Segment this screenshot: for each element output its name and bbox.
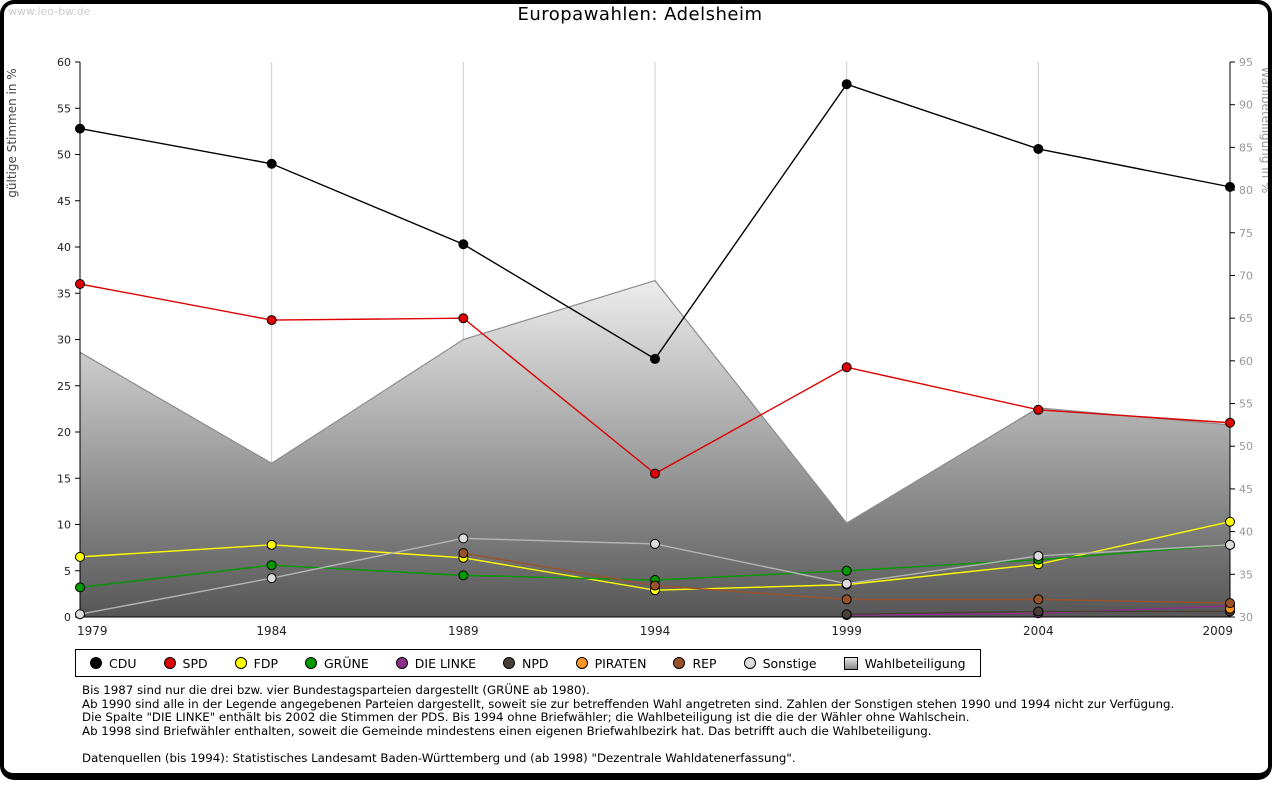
svg-text:35: 35 <box>1239 568 1253 581</box>
legend-item-npd: NPD <box>503 656 549 671</box>
legend-label: PIRATEN <box>594 655 647 671</box>
svg-text:45: 45 <box>57 195 71 208</box>
svg-text:40: 40 <box>57 241 71 254</box>
svg-text:30: 30 <box>1239 611 1253 624</box>
svg-text:0: 0 <box>64 611 71 624</box>
svg-text:50: 50 <box>1239 440 1253 453</box>
series-marker-icon <box>163 657 176 669</box>
svg-text:1984: 1984 <box>256 624 287 638</box>
svg-text:35: 35 <box>57 287 71 300</box>
footnote-line: Ab 1998 sind Briefwähler enthalten, sowe… <box>82 723 932 738</box>
legend-item-grüne: GRÜNE <box>304 655 369 671</box>
svg-text:85: 85 <box>1239 141 1253 154</box>
legend-label: REP <box>692 655 717 671</box>
datasource-line: Datenquellen (bis 1994): Statistisches L… <box>82 751 796 765</box>
series-marker-icon <box>503 657 516 669</box>
legend-item-rep: REP <box>673 655 717 671</box>
series-marker-icon <box>673 657 686 669</box>
legend-item-piraten: PIRATEN <box>575 655 647 671</box>
series-marker-icon <box>304 657 317 669</box>
svg-text:75: 75 <box>1239 227 1253 240</box>
series-marker-icon <box>395 657 408 669</box>
svg-text:65: 65 <box>1239 312 1253 325</box>
svg-text:45: 45 <box>1239 483 1253 496</box>
svg-text:50: 50 <box>57 149 71 162</box>
svg-text:60: 60 <box>57 56 71 69</box>
legend-label: NPD <box>522 655 549 671</box>
svg-text:40: 40 <box>1239 526 1253 539</box>
legend-label: CDU <box>109 655 137 671</box>
legend-item-wahlbeteiligung: Wahlbeteiligung <box>843 655 966 671</box>
legend-label: Wahlbeteiligung <box>864 655 966 671</box>
footnote-line: Die Spalte "DIE LINKE" enthält bis 2002 … <box>82 710 970 724</box>
series-marker-icon <box>575 657 588 669</box>
legend-item-fdp: FDP <box>234 655 278 671</box>
series-marker-icon <box>90 657 102 669</box>
legend-label: DIE LINKE <box>414 655 477 671</box>
svg-text:20: 20 <box>57 426 71 439</box>
svg-text:10: 10 <box>57 519 71 532</box>
svg-text:2004: 2004 <box>1023 624 1054 638</box>
svg-text:1989: 1989 <box>448 624 479 638</box>
svg-text:15: 15 <box>57 472 71 485</box>
footnote-line: Bis 1987 sind nur die drei bzw. vier Bun… <box>82 683 590 697</box>
svg-text:60: 60 <box>1239 355 1253 368</box>
svg-text:70: 70 <box>1239 269 1253 282</box>
legend-label: Sonstige <box>762 655 817 671</box>
series-marker-icon <box>743 657 756 669</box>
svg-text:25: 25 <box>57 380 71 393</box>
svg-text:55: 55 <box>1239 398 1253 411</box>
legend-item-die-linke: DIE LINKE <box>395 655 477 671</box>
chart-title: Europawahlen: Adelsheim <box>517 4 763 25</box>
svg-text:1994: 1994 <box>640 624 671 638</box>
svg-text:gültige Stimmen in %: gültige Stimmen in % <box>5 68 19 197</box>
svg-text:90: 90 <box>1239 99 1253 112</box>
footnote-line: Ab 1990 sind alle in der Legende angegeb… <box>82 696 1175 711</box>
svg-text:55: 55 <box>57 102 71 115</box>
legend-label: GRÜNE <box>323 655 369 671</box>
svg-text:1979: 1979 <box>77 624 108 638</box>
legend-label: SPD <box>182 655 208 671</box>
area-marker-icon <box>843 656 858 670</box>
footnotes: Bis 1987 sind nur die drei bzw. vier Bun… <box>82 683 1175 766</box>
series-marker-icon <box>234 657 247 669</box>
svg-text:Wahlbeteiligung in %: Wahlbeteiligung in % <box>1259 67 1273 194</box>
legend: CDU SPD FDP GRÜNE DIE LINKE NPD PIRATEN REP Sons… <box>75 649 981 677</box>
svg-text:30: 30 <box>57 334 71 347</box>
svg-text:80: 80 <box>1239 184 1253 197</box>
svg-text:5: 5 <box>64 565 71 578</box>
site-watermark: www.leo-bw.de <box>8 5 91 18</box>
svg-text:2009: 2009 <box>1202 624 1233 638</box>
svg-text:95: 95 <box>1239 56 1253 69</box>
legend-item-sonstige: Sonstige <box>743 655 817 671</box>
svg-text:1999: 1999 <box>831 624 862 638</box>
legend-label: FDP <box>253 655 278 671</box>
legend-item-spd: SPD <box>163 655 208 671</box>
legend-item-cdu: CDU <box>90 656 137 671</box>
